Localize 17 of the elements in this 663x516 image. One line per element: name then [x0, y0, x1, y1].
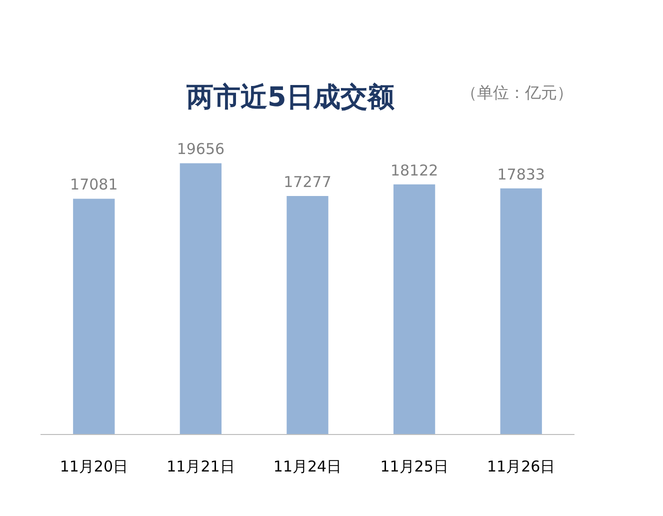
data-label: 17833 [497, 165, 545, 184]
x-tick-label: 11月20日 [60, 458, 128, 476]
chart-title: 两市近5日成交额 [186, 82, 396, 114]
bar [393, 184, 436, 434]
chart-subtitle: （单位：亿元） [460, 83, 573, 102]
data-label: 18122 [390, 161, 438, 180]
data-label: 17081 [70, 176, 118, 194]
x-tick-label: 11月24日 [273, 458, 342, 476]
bar [180, 163, 222, 434]
x-tick-label: 11月21日 [166, 458, 235, 476]
bar [73, 198, 115, 434]
x-tick-label: 11月25日 [380, 458, 448, 476]
data-label: 19656 [176, 140, 225, 158]
bar [500, 188, 542, 434]
x-tick-label: 11月26日 [487, 458, 556, 476]
bar [286, 196, 328, 434]
data-label: 17277 [284, 173, 332, 192]
